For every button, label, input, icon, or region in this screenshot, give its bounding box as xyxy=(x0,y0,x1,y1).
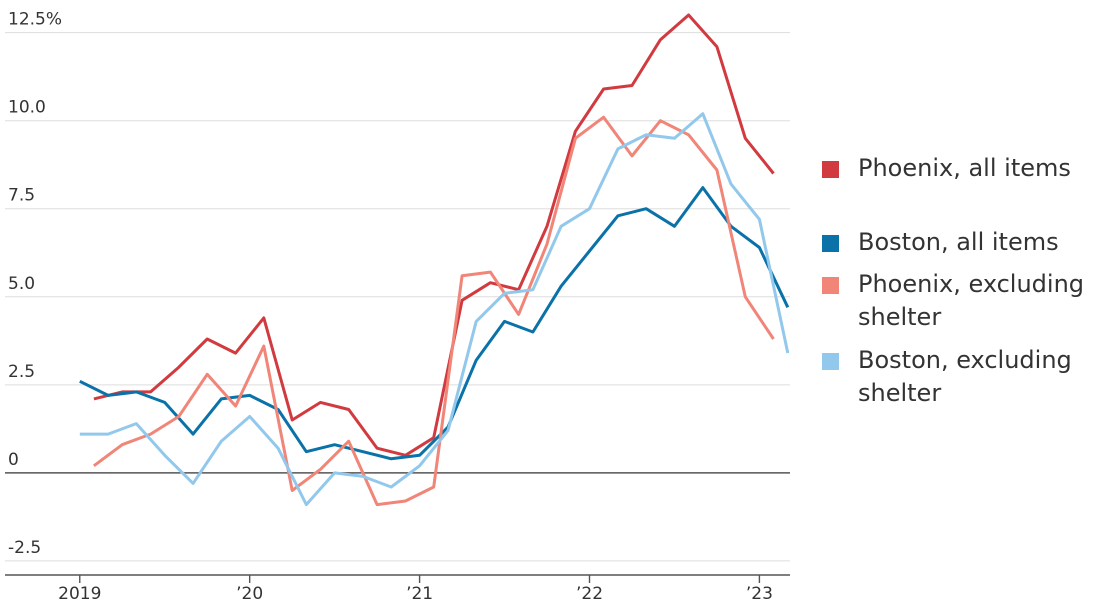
legend-swatch xyxy=(822,277,839,294)
series-line xyxy=(79,112,790,507)
x-tick-label: ’23 xyxy=(746,584,773,604)
x-tick-label: ’20 xyxy=(236,584,263,604)
y-tick-label: -2.5 xyxy=(8,538,41,558)
series-line xyxy=(79,186,790,461)
y-tick-label: 2.5 xyxy=(8,362,35,382)
series-line xyxy=(93,13,775,457)
chart: -2.5 0 2.5 5.0 7.5 10.0 12.5% 2019 ’20 ’21 ’22 ’23 xyxy=(5,10,790,604)
y-tick-label: 5.0 xyxy=(8,274,35,294)
legend-label: Phoenix, excluding shelter xyxy=(858,270,1085,331)
legend-label: Boston, excluding shelter xyxy=(858,346,1072,407)
y-tick-label: 12.5% xyxy=(8,10,62,30)
legend-label: Boston, all items xyxy=(858,228,1059,256)
legend-swatch xyxy=(822,161,839,178)
x-tick-label: 2019 xyxy=(58,584,101,604)
series-line xyxy=(93,115,775,507)
x-tick-label: ’22 xyxy=(576,584,603,604)
y-tick-label: 10.0 xyxy=(8,98,46,118)
legend-swatch xyxy=(822,235,839,252)
x-tick-label: ’21 xyxy=(406,584,433,604)
legend-label: Phoenix, all items xyxy=(858,154,1071,182)
y-tick-label: 7.5 xyxy=(8,186,35,206)
y-tick-label: 0 xyxy=(8,450,19,470)
legend-swatch xyxy=(822,353,839,370)
